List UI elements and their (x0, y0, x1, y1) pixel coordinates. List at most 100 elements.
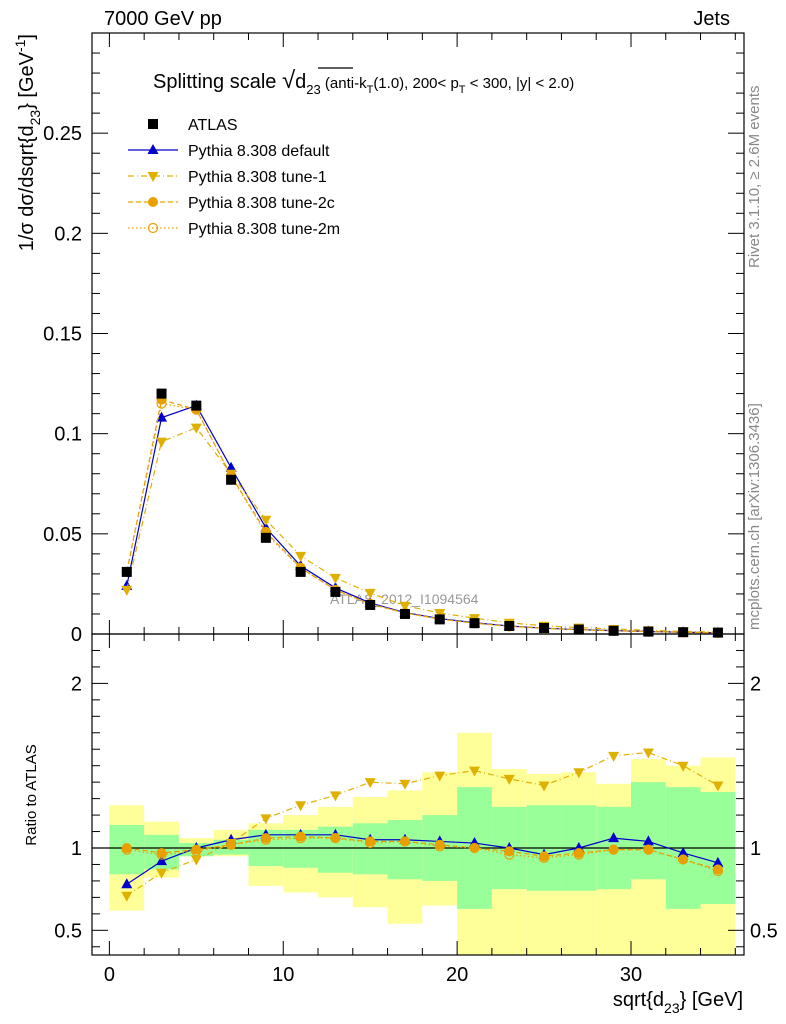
data-point (504, 620, 515, 631)
data-point (573, 768, 585, 779)
ratio-y-tick-label: 2 (71, 673, 82, 695)
legend-item: ATLAS (148, 117, 238, 134)
legend-marker (147, 222, 159, 234)
data-point (260, 834, 271, 845)
legend-item: Pythia 8.308 tune-2c (128, 195, 335, 212)
data-point (295, 551, 307, 562)
stat-band-bin (352, 823, 388, 875)
data-point (260, 814, 272, 825)
y-axis-label: 1/σ dσ/dsqrt{d23} [GeV-1] (12, 34, 43, 251)
data-point (608, 625, 619, 636)
data-point (677, 846, 689, 857)
data-point (643, 626, 654, 637)
y-tick-label: 0.05 (43, 524, 82, 546)
x-tick-label: 30 (620, 964, 642, 986)
ratio-y-tick-label: 1 (71, 838, 82, 860)
data-point (156, 437, 168, 448)
y-tick-label: 0.15 (43, 324, 82, 346)
legend-item: Pythia 8.308 default (128, 143, 330, 160)
data-point (678, 627, 689, 638)
data-point (191, 400, 202, 411)
data-point (295, 566, 306, 577)
data-point (469, 618, 480, 629)
stat-band-bin (630, 782, 666, 880)
data-point (156, 849, 167, 860)
data-point (712, 781, 724, 792)
data-point (573, 849, 584, 860)
ratio-plot-frame (91, 633, 745, 956)
data-point (329, 791, 341, 802)
data-point (121, 891, 133, 902)
series-line (126, 835, 719, 870)
data-point (678, 854, 689, 865)
data-point (503, 774, 515, 785)
main-series-atlas (121, 388, 723, 638)
ratio-y-tick-label-right: 0.5 (750, 920, 778, 942)
legend-label: ATLAS (188, 117, 238, 134)
data-point (121, 844, 132, 855)
series-line (126, 402, 718, 634)
data-point (434, 608, 446, 619)
data-point (642, 835, 654, 846)
ratio-axis-label: Ratio to ATLAS (23, 744, 40, 845)
data-point (538, 781, 550, 792)
data-point (156, 855, 168, 866)
data-point (469, 843, 480, 853)
data-point (225, 839, 237, 850)
data-point (260, 532, 271, 543)
data-point (434, 614, 445, 625)
data-point (539, 622, 550, 633)
data-point (364, 778, 376, 789)
series-line (126, 834, 719, 885)
data-point (608, 832, 620, 843)
data-point (643, 844, 654, 855)
legend-label: Pythia 8.308 tune-2m (188, 221, 340, 238)
ratio-y-tick-label-right: 1 (750, 838, 761, 860)
y-tick-label: 0.25 (43, 123, 82, 145)
x-axis-label: sqrt{d23} [GeV] (613, 989, 743, 1016)
legend-marker (147, 172, 159, 182)
axis-ticks (92, 32, 744, 955)
chart-title: Splitting scale √d23 (anti-kT(1.0), 200<… (153, 67, 574, 97)
data-point (642, 748, 654, 759)
data-point (365, 599, 376, 610)
series-line (126, 837, 719, 872)
data-point (225, 461, 237, 472)
data-point (608, 844, 619, 855)
data-point (330, 586, 341, 597)
ratio-y-tick-label-right: 2 (750, 673, 761, 695)
data-point (156, 398, 167, 409)
data-point (330, 833, 341, 844)
data-point (504, 849, 515, 860)
ratio-y-tick-label: 0.5 (54, 920, 82, 942)
header-left: 7000 GeV pp (104, 8, 222, 30)
series-line (126, 426, 718, 633)
data-point (608, 844, 619, 855)
data-point (329, 573, 341, 584)
data-point (434, 771, 446, 782)
data-point (364, 588, 376, 599)
data-point (677, 761, 689, 772)
legend-label: Pythia 8.308 tune-1 (188, 169, 327, 186)
data-point (469, 842, 480, 854)
legend-marker (147, 144, 159, 154)
data-point (295, 801, 307, 812)
data-point (190, 855, 202, 866)
data-point (434, 841, 445, 852)
y-tick-label: 0.2 (54, 223, 82, 245)
data-point (538, 852, 550, 863)
ratio-bands (109, 732, 736, 955)
data-point (608, 751, 620, 762)
data-point (156, 868, 168, 879)
x-tick-label: 10 (272, 964, 294, 986)
data-point (573, 624, 584, 635)
data-point (191, 846, 202, 857)
data-point (330, 833, 341, 844)
data-point (712, 865, 724, 877)
x-tick-label: 20 (446, 964, 468, 986)
data-point (156, 388, 167, 399)
data-point (399, 608, 410, 619)
legend-item: Pythia 8.308 tune-1 (128, 169, 327, 186)
data-point (121, 585, 133, 596)
data-point (260, 515, 272, 526)
